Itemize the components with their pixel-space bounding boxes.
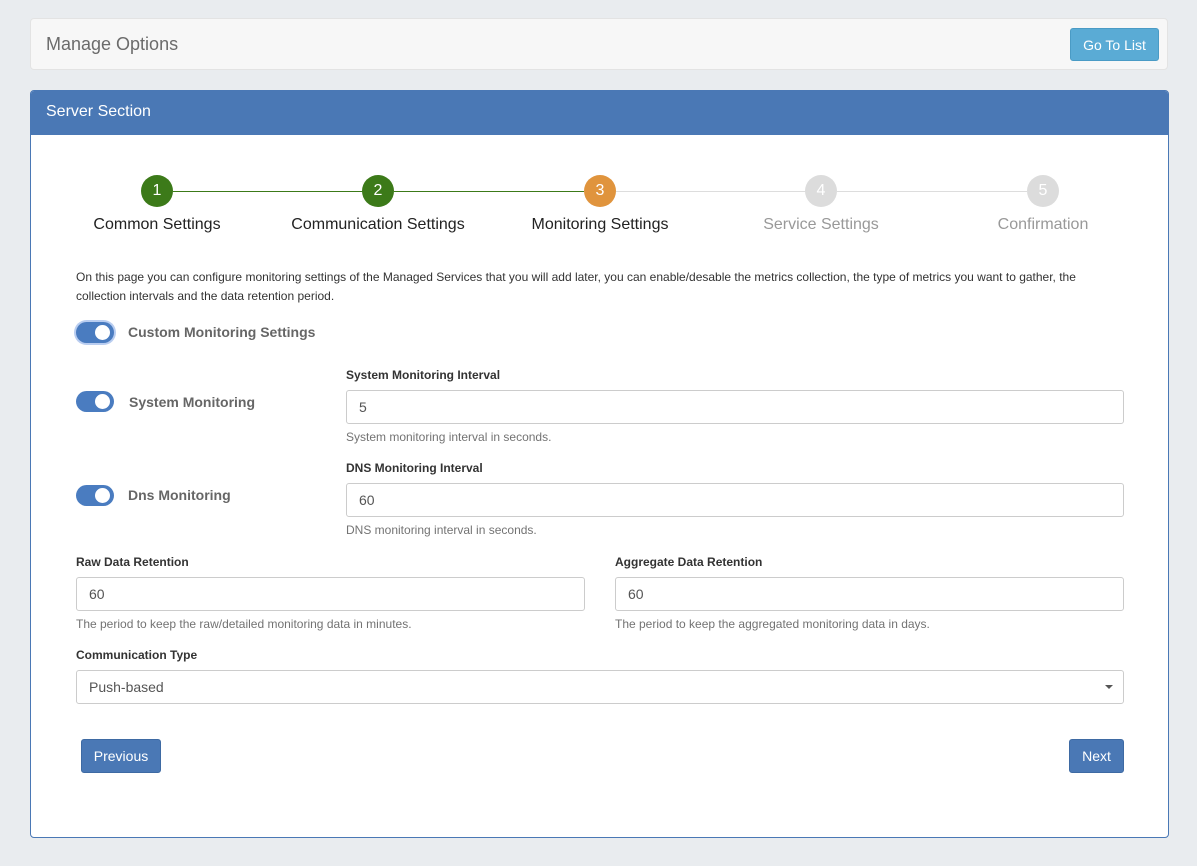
dns-monitoring-toggle[interactable] <box>76 485 114 506</box>
step-2-label: Communication Settings <box>291 216 465 233</box>
raw-retention-label: Raw Data Retention <box>76 555 189 569</box>
custom-monitoring-toggle[interactable] <box>76 322 114 343</box>
raw-retention-help: The period to keep the raw/detailed moni… <box>76 617 412 631</box>
step-3-circle[interactable]: 3 <box>584 175 616 207</box>
system-monitoring-label: System Monitoring <box>129 394 256 410</box>
server-section-panel: Server Section 1 2 3 4 5 Common Settings… <box>30 90 1169 838</box>
system-interval-help: System monitoring interval in seconds. <box>346 430 552 444</box>
step-connector <box>173 191 363 192</box>
communication-type-select[interactable]: Push-based <box>76 670 1124 704</box>
raw-retention-input[interactable]: 60 <box>76 577 585 611</box>
step-1-label: Common Settings <box>93 216 221 233</box>
step-connector <box>837 191 1027 192</box>
next-button[interactable]: Next <box>1069 739 1124 773</box>
page-title: Manage Options <box>46 34 179 54</box>
step-2-circle[interactable]: 2 <box>362 175 394 207</box>
system-interval-input[interactable]: 5 <box>346 390 1124 424</box>
step-5-label: Confirmation <box>997 216 1089 233</box>
dns-interval-help: DNS monitoring interval in seconds. <box>346 523 537 537</box>
step-1-circle[interactable]: 1 <box>141 175 173 207</box>
dns-monitoring-label: Dns Monitoring <box>128 487 231 503</box>
step-4-label: Service Settings <box>763 216 879 233</box>
aggregate-retention-help: The period to keep the aggregated monito… <box>615 617 930 631</box>
previous-button[interactable]: Previous <box>81 739 161 773</box>
chevron-down-icon <box>1105 685 1113 689</box>
aggregate-retention-input[interactable]: 60 <box>615 577 1124 611</box>
system-interval-label: System Monitoring Interval <box>346 368 501 382</box>
dns-interval-label: DNS Monitoring Interval <box>346 461 483 475</box>
step-3-label: Monitoring Settings <box>531 216 669 233</box>
step-connector <box>616 191 806 192</box>
step-4-circle: 4 <box>805 175 837 207</box>
description: On this page you can configure monitorin… <box>76 270 1076 303</box>
top-bar: Manage Options Go To List <box>30 18 1168 70</box>
communication-type-label: Communication Type <box>76 648 198 662</box>
communication-type-value: Push-based <box>89 679 164 695</box>
dns-interval-input[interactable]: 60 <box>346 483 1124 517</box>
step-5-circle: 5 <box>1027 175 1059 207</box>
aggregate-retention-label: Aggregate Data Retention <box>615 555 763 569</box>
panel-title: Server Section <box>31 91 1168 135</box>
custom-monitoring-label: Custom Monitoring Settings <box>128 324 316 340</box>
go-to-list-button[interactable]: Go To List <box>1070 28 1159 61</box>
step-connector <box>394 191 584 192</box>
system-monitoring-toggle[interactable] <box>76 391 114 412</box>
